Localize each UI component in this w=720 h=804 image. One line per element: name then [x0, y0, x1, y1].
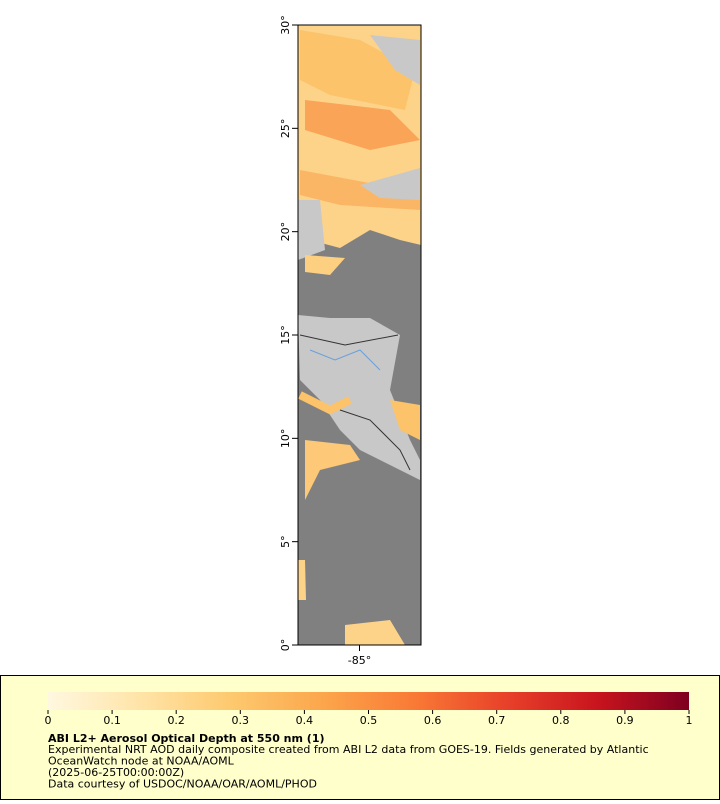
lon-tick-label: -85° [348, 654, 371, 667]
colorbar [48, 692, 689, 710]
legend-line: Data courtesy of USDOC/NOAA/OAR/AOML/PHO… [48, 778, 317, 791]
colorbar-tick-label: 0.4 [296, 714, 314, 727]
lat-tick-label: 20° [279, 222, 292, 242]
lat-tick-label: 30° [279, 15, 292, 35]
colorbar-tick-label: 0.5 [360, 714, 378, 727]
legend-line: OceanWatch node at NOAA/AOML [48, 755, 235, 768]
colorbar-tick-label: 0 [45, 714, 52, 727]
colorbar-tick-label: 0.8 [552, 714, 570, 727]
lat-tick-label: 0° [279, 639, 292, 652]
colorbar-tick-label: 0.7 [488, 714, 506, 727]
colorbar-tick-label: 1 [686, 714, 693, 727]
colorbar-tick-label: 0.2 [167, 714, 185, 727]
colorbar-tick-label: 0.1 [103, 714, 121, 727]
legend-line: (2025-06-25T00:00:00Z) [48, 766, 184, 779]
colorbar-tick-label: 0.3 [232, 714, 250, 727]
colorbar-tick-label: 0.6 [424, 714, 442, 727]
lat-tick-label: 10° [279, 429, 292, 449]
lat-tick-label: 15° [279, 325, 292, 345]
lat-tick-label: 25° [279, 119, 292, 139]
legend-title: ABI L2+ Aerosol Optical Depth at 550 nm … [48, 732, 325, 745]
lat-tick-label: 5° [279, 535, 292, 548]
legend-line: Experimental NRT AOD daily composite cre… [48, 743, 649, 756]
colorbar-tick-label: 0.9 [616, 714, 634, 727]
map-image [298, 25, 421, 645]
